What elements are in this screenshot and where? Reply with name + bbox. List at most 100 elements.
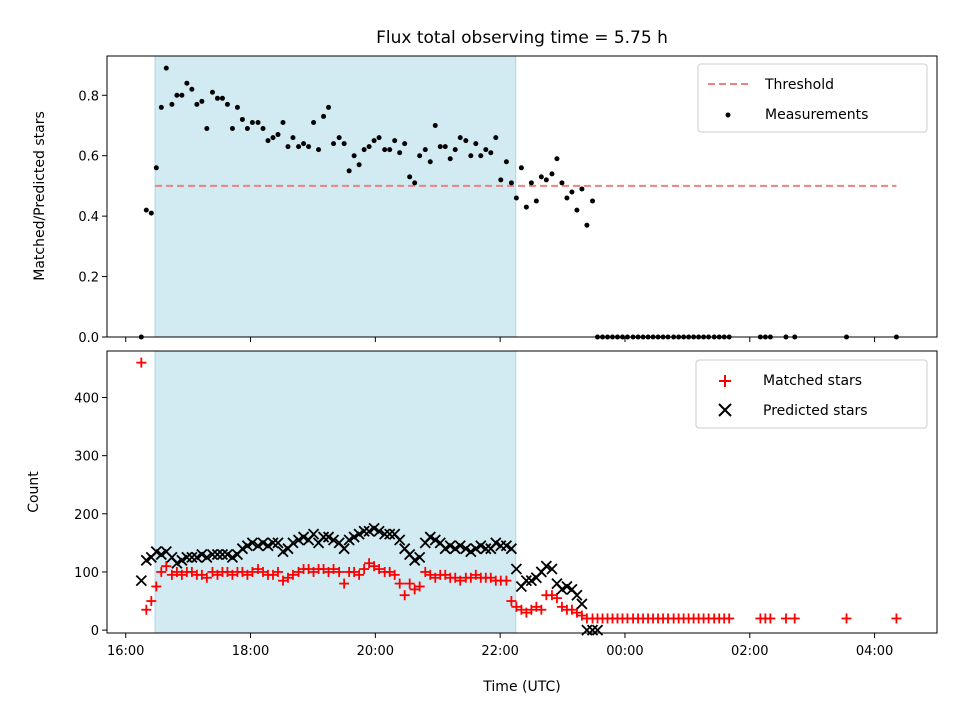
top-panel: 0.00.20.40.60.8 Matched/Predicted stars … <box>32 55 938 346</box>
measurement-point <box>382 147 388 153</box>
matched-star-point <box>151 581 162 592</box>
measurements-legend-marker <box>725 112 731 118</box>
measurement-point <box>503 159 509 165</box>
measurement-point <box>296 144 302 150</box>
measurement-point <box>204 126 210 132</box>
measurement-point <box>513 195 519 201</box>
measurement-point <box>538 174 544 180</box>
predicted-star-point <box>246 537 259 549</box>
measurement-point <box>280 119 286 125</box>
predicted-star-point <box>181 551 193 564</box>
measurement-point <box>447 156 453 162</box>
measurement-point <box>214 95 220 101</box>
measurement-point <box>265 138 271 144</box>
measurement-point <box>574 207 580 213</box>
x-tick-label: 16:00 <box>107 644 144 659</box>
measurement-point <box>473 141 479 147</box>
measurements-series <box>138 65 899 340</box>
matched-star-point <box>136 357 147 368</box>
measurement-point <box>229 126 235 132</box>
measurement-point <box>316 147 322 153</box>
predicted-star-point <box>510 563 523 575</box>
bottom-y-tick-label: 200 <box>74 508 99 523</box>
measurement-point <box>285 144 291 150</box>
predicted-star-point <box>211 548 224 561</box>
predicted-star-point <box>576 598 588 610</box>
bottom-panel: 0 100 200 300 400 16:00 18:00 20:00 22:00 00:00 0… <box>26 350 938 695</box>
x-axis-label: Time (UTC) <box>482 679 560 695</box>
measurement-point <box>543 177 549 183</box>
x-tick-label: 04:00 <box>856 644 893 659</box>
matched-star-point <box>161 561 172 572</box>
predicted-star-point <box>338 543 350 555</box>
chart-title: Flux total observing time = 5.75 h <box>376 28 668 48</box>
measurement-point <box>498 177 504 183</box>
measurement-point <box>468 153 474 159</box>
measurement-point <box>194 101 200 107</box>
predicted-star-point <box>186 551 198 564</box>
matched-star-point <box>501 575 512 586</box>
measurement-point <box>397 150 403 156</box>
measurement-point <box>153 165 159 171</box>
matched-star-point <box>334 566 345 577</box>
measurement-point <box>442 144 448 150</box>
matched-star-point <box>247 566 258 577</box>
predicted-legend-label: Predicted stars <box>763 403 868 419</box>
predicted-legend-marker <box>718 403 732 417</box>
measurement-point <box>336 135 342 141</box>
top-y-tick-label: 0.2 <box>78 271 99 286</box>
measurement-point <box>569 189 575 195</box>
matched-star-point <box>789 613 800 624</box>
measurement-point <box>234 104 240 110</box>
measurement-point <box>169 101 175 107</box>
measurement-point <box>326 104 332 110</box>
measurement-point <box>508 180 514 186</box>
top-legend: Threshold Measurements <box>697 63 928 133</box>
predicted-star-point <box>454 540 466 552</box>
matched-legend-label: Matched stars <box>763 373 862 389</box>
predicted-star-point <box>540 560 552 572</box>
x-tick-label: 02:00 <box>731 644 768 659</box>
measurement-point <box>239 116 245 122</box>
predicted-star-point <box>384 528 396 540</box>
measurement-point <box>554 156 560 162</box>
measurement-point <box>493 135 499 141</box>
matched-star-point <box>724 613 735 624</box>
bottom-legend-box <box>695 359 928 429</box>
x-tick-label: 22:00 <box>481 644 518 659</box>
matched-star-point <box>201 572 212 583</box>
measurement-point <box>306 144 312 150</box>
matched-star-point <box>891 613 902 624</box>
matched-star-point <box>156 566 167 577</box>
predicted-star-point <box>373 525 385 537</box>
matched-star-point <box>455 575 466 586</box>
bottom-y-tick-label: 400 <box>74 392 99 407</box>
bottom-y-tick-label: 100 <box>74 566 99 581</box>
matched-star-point <box>394 578 405 589</box>
top-y-ticks: 0.0 0.2 0.4 0.6 0.8 <box>78 89 107 346</box>
top-axes-frame <box>106 55 938 338</box>
measurements-legend-label: Measurements <box>765 107 868 123</box>
predicted-star-point <box>546 563 558 575</box>
measurement-point <box>255 119 261 125</box>
matched-star-point <box>354 569 365 580</box>
predicted-star-point <box>287 537 299 549</box>
measurement-point <box>478 153 484 159</box>
measurement-point <box>311 119 317 125</box>
measurement-point <box>528 180 534 186</box>
measurement-point <box>290 135 296 141</box>
measurement-point <box>341 141 347 147</box>
predicted-star-point <box>379 528 391 540</box>
matched-star-point <box>389 569 400 580</box>
measurement-point <box>270 135 276 141</box>
matched-star-point <box>141 604 152 615</box>
measurement-point <box>356 162 362 168</box>
bottom-y-ticks: 0 100 200 300 400 <box>74 392 107 639</box>
measurement-point <box>533 198 539 204</box>
measurement-point <box>559 180 565 186</box>
matched-star-point <box>414 581 425 592</box>
measurement-point <box>249 119 255 125</box>
measurement-point <box>219 95 225 101</box>
threshold-legend-label: Threshold <box>764 77 834 93</box>
